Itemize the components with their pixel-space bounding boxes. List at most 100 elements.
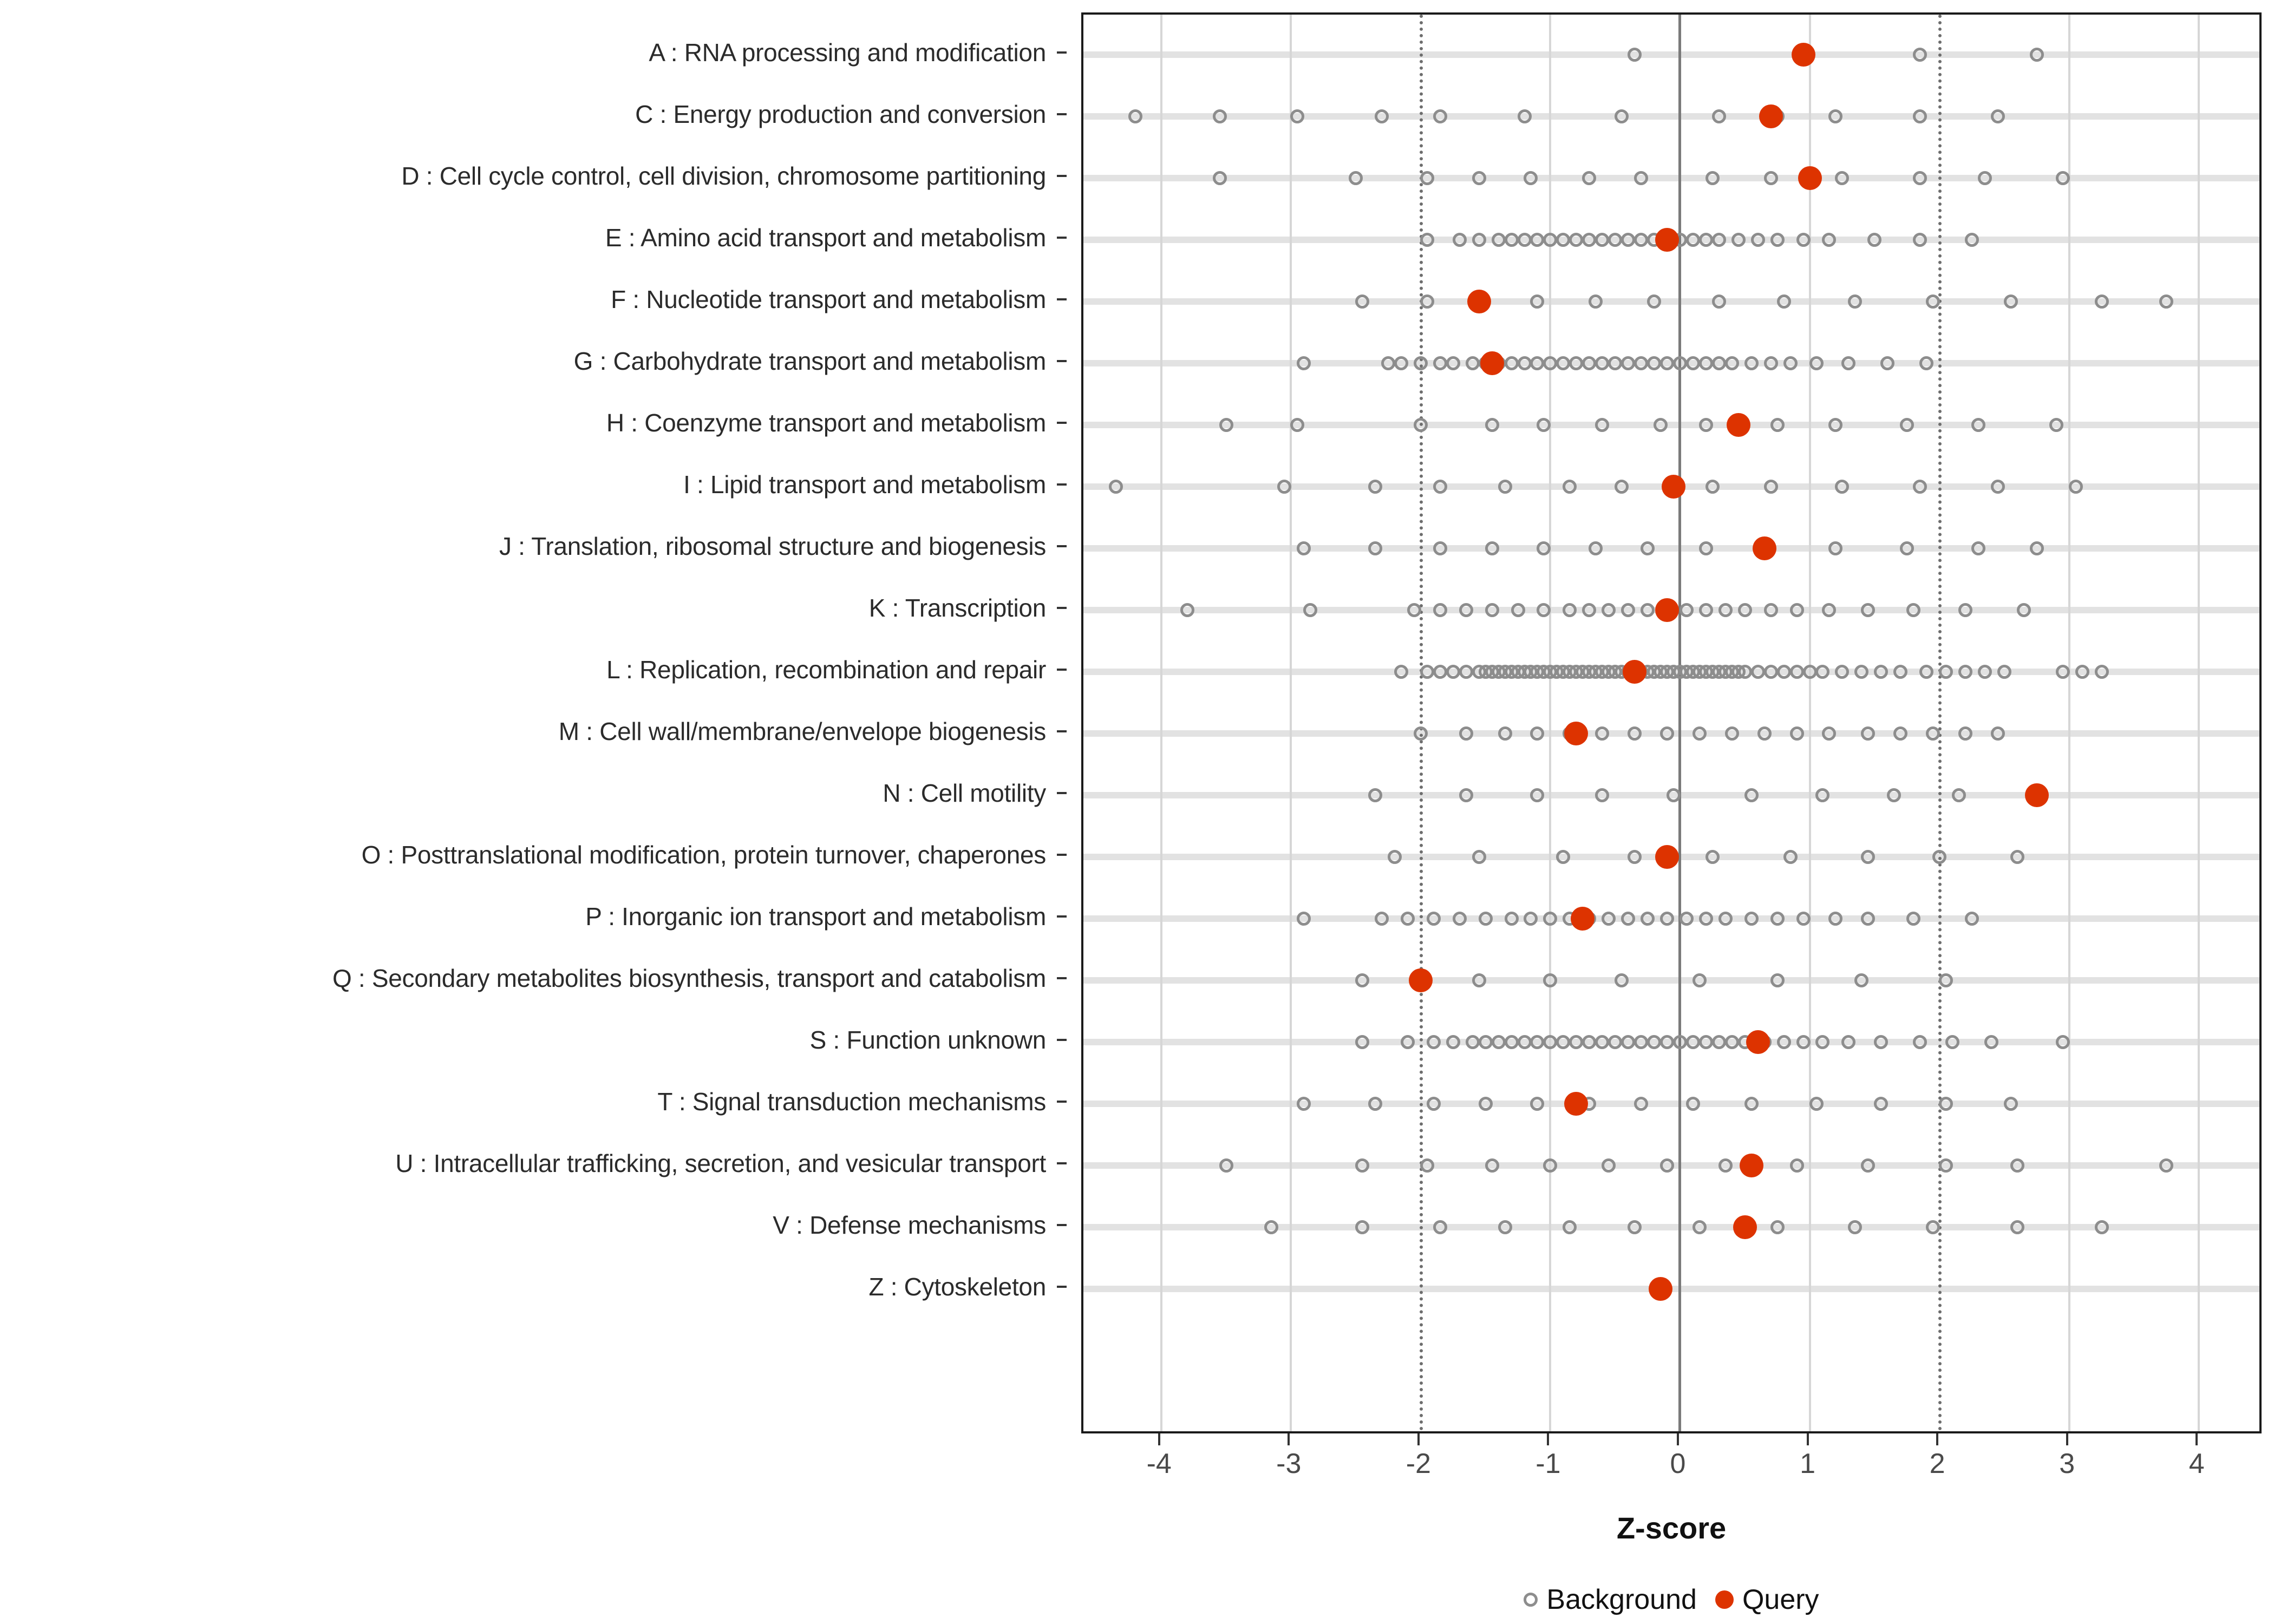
background-point [1770,1220,1785,1234]
background-point [2075,665,2089,679]
background-point [1537,541,1551,555]
background-point [1446,356,1460,370]
background-point [1433,665,1447,679]
x-gridline [1808,15,1811,1431]
background-point [1926,726,1940,741]
background-point [1809,1097,1824,1111]
background-point [1861,603,1876,617]
background-point [1835,480,1850,494]
background-point [1433,109,1447,123]
background-point [1485,603,1499,617]
legend-label-query: Query [1742,1584,1819,1615]
background-point [1861,850,1876,864]
background-point [1212,109,1227,123]
background-point [1355,1158,1370,1173]
background-point [1420,665,1434,679]
query-point [1733,1215,1757,1239]
x-axis-title: Z-score [1616,1511,1727,1545]
background-point [1705,171,1720,185]
background-point [1971,418,1985,432]
background-point [1887,788,1901,802]
background-point [1563,1220,1577,1234]
background-point [1180,603,1194,617]
background-point [1757,726,1772,741]
query-point [1564,722,1589,745]
background-point [1459,726,1473,741]
y-axis-category-label: F : Nucleotide transport and metabolism [611,285,1046,313]
background-point [1828,109,1843,123]
row-gridline [1083,1101,2259,1107]
query-point [1655,845,1680,869]
background-point [2094,1220,2109,1234]
background-point [1297,356,1311,370]
background-point [1589,541,1603,555]
background-point [1634,233,1649,247]
y-axis-category-label: A : RNA processing and modification [649,38,1046,67]
background-point [1602,1158,1616,1173]
background-point [1770,912,1785,926]
background-point [1504,912,1519,926]
x-axis-tick-label: 4 [2188,1448,2205,1479]
filled-circle-icon [1715,1590,1734,1609]
background-point [1660,726,1675,741]
background-point [1524,912,1538,926]
x-gridline [2068,15,2070,1431]
background-point [1621,1035,1636,1049]
background-point [1744,1097,1759,1111]
background-point [1945,1035,1960,1049]
background-point [1815,1035,1830,1049]
background-point [1582,171,1597,185]
background-point [1452,233,1467,247]
background-point [1530,1097,1545,1111]
background-point [1647,1035,1662,1049]
background-point [1861,1158,1876,1173]
background-point [1724,726,1739,741]
background-point [1374,109,1389,123]
background-point [1698,541,1713,555]
background-point [1641,541,1655,555]
zero-reference-line [1678,15,1682,1431]
background-point [1517,233,1532,247]
y-axis-tick [1057,1162,1067,1164]
query-point [1623,660,1647,684]
background-point [1628,48,1642,62]
background-point [1789,665,1804,679]
background-point [1472,233,1486,247]
threshold-reference-line [1938,15,1942,1431]
y-axis-category-labels: A : RNA processing and modification C : E… [0,0,1067,1435]
background-point [1744,788,1759,802]
background-point [1368,480,1382,494]
background-point [1530,294,1545,309]
background-point [1685,356,1700,370]
background-point [1867,233,1882,247]
y-axis-category-label: I : Lipid transport and metabolism [683,470,1046,499]
background-point [1770,973,1785,987]
background-point [1776,1035,1791,1049]
x-gridline [1160,15,1162,1431]
background-point [1926,294,1940,309]
x-axis-tick-label: -3 [1276,1448,1302,1479]
y-axis-category-label: D : Cell cycle control, cell division, c… [401,162,1046,190]
query-point [1649,1277,1673,1301]
background-point [1854,665,1869,679]
x-axis-tick [1806,1433,1809,1445]
background-point [1880,356,1895,370]
y-axis-tick [1057,607,1067,609]
background-point [1685,1097,1700,1111]
x-axis-tick-label: -2 [1406,1448,1431,1479]
background-point [1711,356,1726,370]
background-point [1660,1158,1675,1173]
background-point [1602,912,1616,926]
background-point [1498,726,1512,741]
query-point [1759,104,1783,128]
background-point [1628,1220,1642,1234]
background-point [1563,603,1577,617]
query-point [1564,1092,1589,1116]
background-point [1537,603,1551,617]
query-point [1662,475,1685,499]
background-point [1407,603,1421,617]
background-point [1783,850,1798,864]
background-point [1621,233,1636,247]
y-axis-category-label: T : Signal transduction mechanisms [657,1088,1046,1116]
